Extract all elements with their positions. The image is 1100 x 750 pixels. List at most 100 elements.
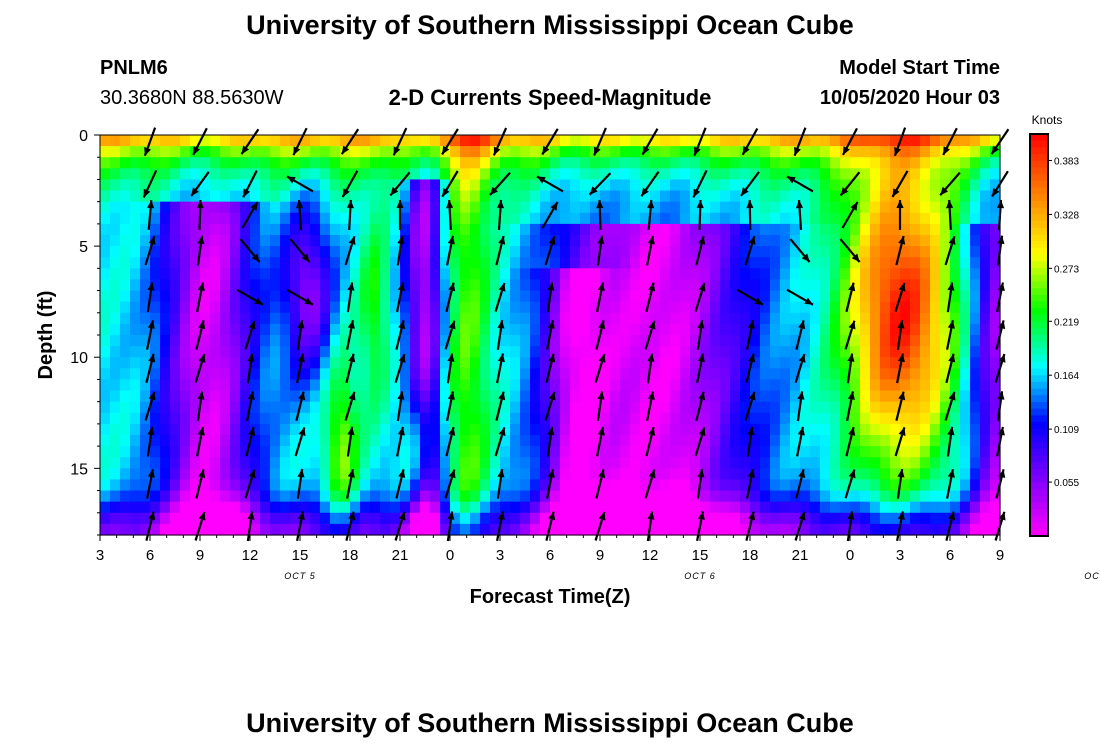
current-arrow: [536, 175, 564, 193]
heatmap-cell: [250, 246, 261, 258]
heatmap-cell: [960, 435, 971, 447]
colorbar-band: [1030, 274, 1048, 282]
heatmap-cell: [970, 279, 981, 292]
heatmap-cell: [540, 501, 551, 514]
heatmap-cell: [750, 190, 761, 203]
heatmap-cell: [330, 246, 341, 258]
heatmap-cell: [180, 223, 191, 236]
heatmap-cell: [520, 523, 531, 536]
heatmap-cell: [950, 179, 961, 192]
heatmap-cell: [630, 301, 641, 314]
colorbar-band: [1030, 381, 1048, 390]
heatmap-cell: [590, 201, 601, 214]
heatmap-cell: [790, 335, 801, 347]
heatmap-cell: [770, 468, 781, 481]
heatmap-cell: [720, 390, 731, 403]
heatmap-cell: [670, 235, 681, 247]
heatmap-cell: [220, 412, 231, 425]
heatmap-cell: [750, 246, 761, 258]
heatmap-cell: [620, 479, 631, 492]
heatmap-cell: [480, 312, 491, 325]
heatmap-cell: [860, 490, 871, 503]
heatmap-cell: [810, 323, 821, 336]
heatmap-cell: [970, 501, 981, 514]
heatmap-cell: [170, 357, 181, 369]
heatmap-cell: [780, 435, 791, 447]
heatmap-cell: [560, 490, 571, 503]
heatmap-cell: [980, 468, 991, 481]
heatmap-cell: [480, 179, 491, 192]
heatmap-cell: [680, 146, 691, 158]
heatmap-cell: [160, 390, 171, 403]
heatmap-cell: [240, 523, 251, 536]
heatmap-cell: [780, 479, 791, 492]
heatmap-cell: [650, 279, 661, 292]
heatmap-cell: [990, 379, 1001, 392]
heatmap-cell: [260, 257, 271, 269]
heatmap-cell: [640, 401, 651, 414]
heatmap-cell: [480, 190, 491, 203]
heatmap-cell: [260, 457, 271, 469]
heatmap-cell: [630, 257, 641, 269]
heatmap-cell: [160, 412, 171, 425]
heatmap-cell: [900, 468, 911, 481]
heatmap-cell: [200, 268, 211, 281]
heatmap-cell: [400, 335, 411, 347]
heatmap-cell: [540, 346, 551, 358]
heatmap-cell: [360, 390, 371, 403]
heatmap-cell: [800, 290, 811, 303]
heatmap-cell: [300, 312, 311, 325]
heatmap-cell: [930, 168, 941, 181]
heatmap-cell: [860, 501, 871, 514]
heatmap-cell: [240, 301, 251, 314]
heatmap-cell: [980, 279, 991, 292]
heatmap-cell: [440, 312, 451, 325]
heatmap-cell: [550, 379, 561, 392]
heatmap-cell: [180, 512, 191, 525]
heatmap-cell: [800, 190, 811, 203]
heatmap-cell: [370, 512, 381, 525]
heatmap-cell: [710, 357, 721, 369]
heatmap-cell: [550, 190, 561, 203]
heatmap-cell: [900, 157, 911, 169]
heatmap-cell: [540, 401, 551, 414]
heatmap-cell: [860, 179, 871, 192]
heatmap-cell: [370, 335, 381, 347]
heatmap-cell: [470, 257, 481, 269]
heatmap-cell: [230, 468, 241, 481]
heatmap-cell: [290, 357, 301, 369]
heatmap-cell: [520, 490, 531, 503]
heatmap-cell: [440, 457, 451, 469]
heatmap-cell: [410, 290, 421, 303]
heatmap-cell: [240, 146, 251, 158]
heatmap-cell: [760, 357, 771, 369]
heatmap-cell: [620, 157, 631, 169]
heatmap-cell: [500, 468, 511, 481]
heatmap-cell: [390, 435, 401, 447]
heatmap-cell: [540, 435, 551, 447]
heatmap-cell: [270, 335, 281, 347]
heatmap-cell: [580, 468, 591, 481]
heatmap-cell: [250, 490, 261, 503]
heatmap-cell: [740, 190, 751, 203]
heatmap-cell: [130, 479, 141, 492]
heatmap-cell: [300, 423, 311, 436]
current-arrow: [896, 200, 904, 230]
heatmap-cell: [350, 323, 361, 336]
heatmap-cell: [280, 301, 291, 314]
current-arrow: [744, 235, 756, 266]
y-tick-label: 0: [79, 128, 88, 145]
heatmap-cell: [380, 301, 391, 314]
heatmap-cell: [860, 479, 871, 492]
heatmap-cell: [950, 523, 961, 536]
heatmap-cell: [170, 446, 181, 458]
heatmap-cell: [410, 146, 421, 158]
heatmap-cell: [760, 235, 771, 247]
heatmap-cell: [140, 423, 151, 436]
heatmap-cell: [540, 457, 551, 469]
heatmap-cell: [420, 135, 431, 147]
heatmap-cell: [170, 457, 181, 469]
heatmap-cell: [110, 212, 121, 225]
heatmap-cell: [770, 201, 781, 214]
heatmap-cell: [890, 401, 901, 414]
